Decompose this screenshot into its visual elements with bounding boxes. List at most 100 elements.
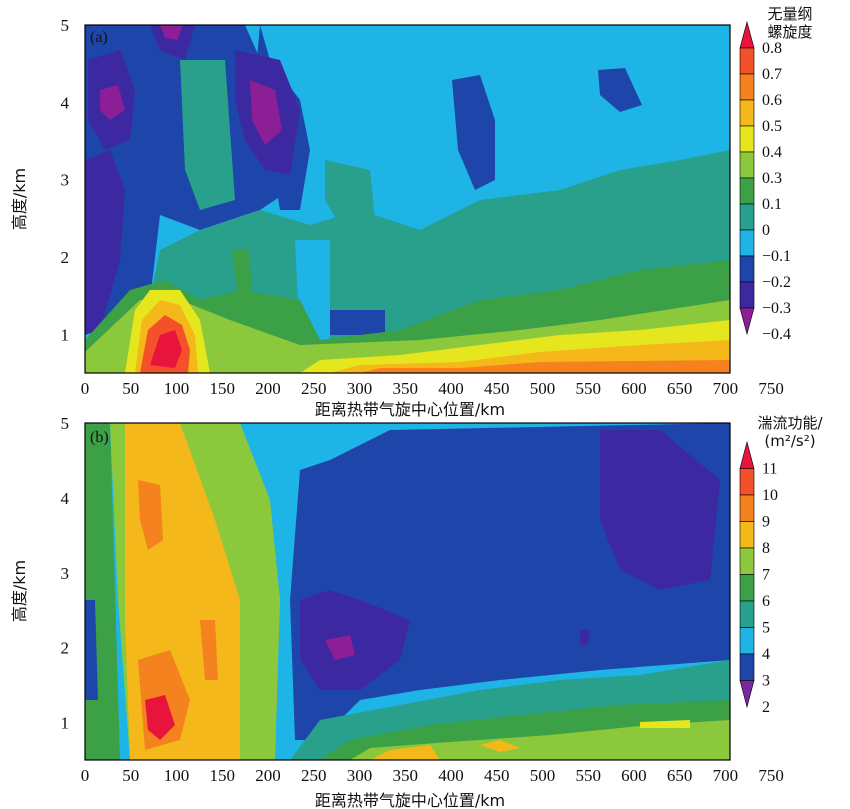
- panel-a-x-axis-title: 距离热带气旋中心位置/km: [315, 400, 505, 419]
- colorbar-b-swatch: [739, 680, 755, 709]
- colorbar-b-label: 8: [762, 540, 770, 557]
- colorbar-a-swatch: [739, 73, 755, 101]
- colorbar-a-swatch: [739, 151, 755, 179]
- colorbar-a-label: 0.5: [762, 118, 782, 135]
- panel-a-heatmap: [85, 25, 730, 373]
- panel-b-heatmap: [85, 423, 730, 760]
- panel-a-x-tick-label: 350: [392, 379, 418, 398]
- colorbar-a-swatch: [739, 229, 755, 257]
- panel-b-x-tick-label: 200: [255, 766, 281, 785]
- panel-a-x-tick-label: 250: [301, 379, 327, 398]
- colorbar-a-label: −0.4: [762, 326, 791, 343]
- panel-b-x-tick-label: 150: [209, 766, 235, 785]
- panel-a-x-tick-label: 500: [530, 379, 556, 398]
- colorbar-a-swatch: [739, 203, 755, 231]
- colorbar-b-swatch: [739, 653, 755, 681]
- panel-b-y-tick-label: 2: [61, 639, 70, 658]
- panel-b-x-tick-label: 100: [164, 766, 190, 785]
- panel-a-y-tick-label: 5: [61, 16, 70, 35]
- colorbar-b-label: 9: [762, 514, 770, 531]
- colorbar-b-label: 10: [762, 487, 778, 504]
- colorbar-b-swatch: [739, 440, 755, 469]
- panel-b-x-tick-label: 650: [667, 766, 693, 785]
- panel-b-x-tick-label: 500: [530, 766, 556, 785]
- colorbar-b-label: 7: [762, 567, 770, 584]
- panel-a-x-tick-label: 550: [575, 379, 601, 398]
- panel-a-y-tick-label: 4: [61, 93, 70, 112]
- panel-b-frame: [84, 422, 731, 761]
- colorbar-a-label: −0.2: [762, 274, 791, 291]
- panel-b-y-tick-label: 4: [61, 489, 70, 508]
- panel-a-x-tick-label: 700: [713, 379, 739, 398]
- colorbar-b-swatch: [739, 627, 755, 655]
- panel-a-x-tick-label: 750: [758, 379, 784, 398]
- colorbar-a-swatch: [739, 125, 755, 153]
- colorbar-a-title-line-2: 螺旋度: [767, 23, 812, 41]
- panel-b-x-axis-title: 距离热带气旋中心位置/km: [315, 791, 505, 809]
- colorbar-a-title-line-1: 无量纲: [767, 5, 812, 23]
- panel-b-x-tick-label: 0: [81, 766, 90, 785]
- panel-a-x-tick-label: 100: [164, 379, 190, 398]
- panel-a-x-tick-label: 150: [209, 379, 235, 398]
- panel-b-x-tick-label: 400: [438, 766, 464, 785]
- panel-a-x-tick-label: 300: [347, 379, 373, 398]
- colorbar-b-label: 3: [762, 673, 770, 690]
- panel-a-y-tick-label: 2: [61, 248, 70, 267]
- panel-a-x-tick-label: 450: [484, 379, 510, 398]
- colorbar-a-swatch: [739, 307, 755, 336]
- colorbar-a-swatch: [739, 281, 755, 309]
- panel-a-x-tick-label: 200: [255, 379, 281, 398]
- panel-b-x-tick-label: 300: [347, 766, 373, 785]
- colorbar-a-label: 0.7: [762, 66, 782, 83]
- colorbar-a-label: 0.8: [762, 40, 782, 57]
- colorbar-a-swatch: [739, 255, 755, 283]
- colorbar-b-title-line-2: (m²/s²): [764, 432, 815, 450]
- panel-b-x-tick-label: 50: [122, 766, 139, 785]
- panel-a-x-tick-label: 0: [81, 379, 90, 398]
- colorbar-b-title-line-1: 湍流功能/: [757, 414, 823, 432]
- panel-b-x-tick-label: 250: [301, 766, 327, 785]
- colorbar-a-swatch: [739, 99, 755, 127]
- colorbar-b-swatch: [739, 600, 755, 628]
- colorbar-a-label: −0.1: [762, 248, 791, 265]
- colorbar-b-label: 4: [762, 646, 770, 663]
- panel-a-x-tick-label: 650: [667, 379, 693, 398]
- colorbar-a-label: 0.4: [762, 144, 782, 161]
- panel-b-x-tick-label: 450: [484, 766, 510, 785]
- colorbar-b-swatch: [739, 468, 755, 496]
- colorbar-b-swatch: [739, 494, 755, 522]
- colorbar-a-swatch: [739, 20, 755, 49]
- panel-b-x-tick-label: 600: [621, 766, 647, 785]
- colorbar-b-swatch: [739, 574, 755, 602]
- panel-b-y-tick-label: 5: [61, 414, 70, 433]
- colorbar-a-label: 0.3: [762, 170, 782, 187]
- panel-b-y-axis-title: 高度/km: [10, 560, 29, 622]
- colorbar-b-label: 11: [762, 461, 777, 478]
- panel-a-y-tick-label: 1: [61, 325, 70, 344]
- panel-a-y-axis-title: 高度/km: [10, 168, 29, 230]
- axis-ticks: 0 50 100 150 200 250 300 350 400 450 500 550 600 650 7…: [61, 16, 784, 785]
- panel-a-y-tick-label: 3: [61, 171, 70, 190]
- panel-b-label: (b): [90, 429, 109, 446]
- panel-a-x-tick-label: 400: [438, 379, 464, 398]
- colorbar-b-swatch: [739, 547, 755, 575]
- colorbar-a-label: 0.6: [762, 92, 782, 109]
- colorbar-a-label: 0.1: [762, 196, 782, 213]
- panel-b-x-tick-label: 550: [575, 766, 601, 785]
- colorbar-a-swatch: [739, 47, 755, 75]
- panel-a-x-tick-label: 600: [621, 379, 647, 398]
- panel-a-label: (a): [90, 29, 108, 46]
- colorbar-b-label: 2: [762, 699, 770, 716]
- colorbar-b-label: 5: [762, 620, 770, 637]
- colorbar-b-label: 6: [762, 593, 770, 610]
- colorbar-a-label: 0: [762, 222, 770, 239]
- panel-b-x-tick-label: 350: [392, 766, 418, 785]
- colorbar-a-label: −0.3: [762, 300, 791, 317]
- panel-b-x-tick-label: 700: [713, 766, 739, 785]
- panel-b-x-tick-label: 750: [758, 766, 784, 785]
- panel-b-y-tick-label: 1: [61, 714, 70, 733]
- colorbar-b-swatch: [739, 521, 755, 549]
- panel-a-frame: [84, 24, 731, 374]
- panel-a-x-tick-label: 50: [122, 379, 139, 398]
- colorbars: 0.8 0.7 0.6 0.5 0.4 0.3 0.1 0 −0.1 −0.2 −0.3 −0.4 11…: [739, 20, 791, 716]
